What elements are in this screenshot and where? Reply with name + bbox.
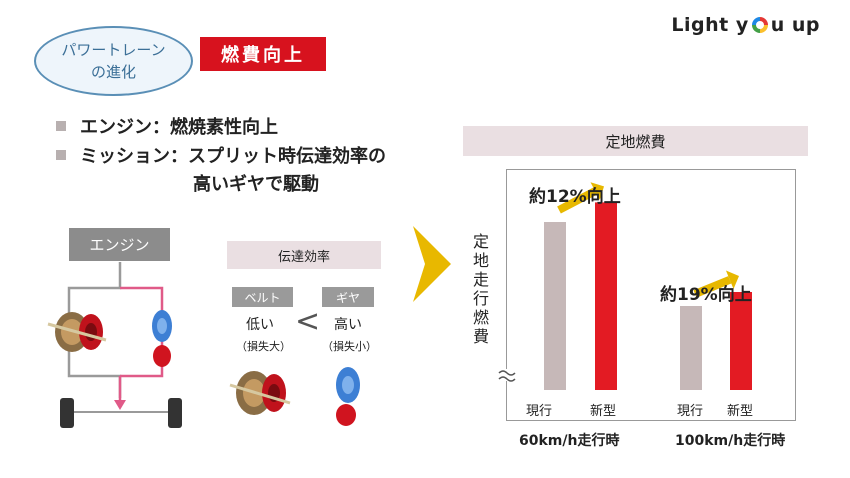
component-images [229, 367, 360, 426]
logo-text-1: Light y [671, 14, 749, 36]
bar-new-60 [595, 202, 617, 390]
engine-box: エンジン [69, 228, 170, 261]
bar-label-new-60: 新型 [590, 404, 617, 419]
belt-loss: （損失大） [236, 340, 291, 353]
chart-plot [544, 182, 752, 390]
category-100: 100km/h走行時 [675, 433, 786, 449]
bullet-engine-text: エンジン：燃焼素性向上 [80, 117, 278, 138]
gear-tag: ギヤ [322, 287, 374, 307]
chart-y-label: 定地走行燃費 [472, 232, 489, 346]
chart-frame [506, 169, 796, 421]
bullet-square-icon [56, 121, 66, 131]
gear-image [336, 367, 360, 426]
logo-text-2: u up [770, 14, 820, 36]
pulley-image [229, 371, 291, 415]
chart-title: 定地燃費 [463, 126, 808, 156]
bar-label-current-100: 現行 [677, 404, 704, 419]
belt-value: 低い [246, 317, 274, 333]
bullet-square-icon [56, 150, 66, 160]
belt-tag: ベルト [232, 287, 293, 307]
efficiency-header: 伝達効率 [227, 241, 381, 269]
powertrain-badge: パワートレーン の進化 [34, 26, 193, 96]
bar-label-current-60: 現行 [526, 404, 553, 419]
bar-new-100 [730, 292, 752, 390]
bullet-engine: エンジン：燃焼素性向上 [56, 113, 278, 139]
axis-break-icon [497, 369, 519, 382]
badge-line1: パワートレーン [61, 41, 166, 59]
compare-symbol: < [295, 304, 321, 339]
annotation-60: 約12%向上 [529, 187, 621, 207]
gear-loss: （損失小） [322, 340, 377, 353]
bullet-mission-text: ミッション：スプリット時伝達効率の [80, 146, 386, 167]
annotation-100: 約19%向上 [660, 285, 752, 305]
brand-logo: Light y u up [671, 14, 820, 36]
flow-arrow-icon [413, 226, 451, 302]
bar-current-60 [544, 222, 566, 390]
gear-value: 高い [334, 317, 362, 333]
drivetrain-schematic [47, 262, 182, 428]
bullet-mission-text-2: 高いギヤで駆動 [193, 174, 319, 195]
bullet-mission: ミッション：スプリット時伝達効率の [56, 142, 386, 168]
fuel-economy-tag: 燃費向上 [200, 37, 326, 71]
badge-line2: の進化 [90, 63, 136, 81]
bullet-mission-line2: 高いギヤで駆動 [193, 170, 319, 196]
logo-ring-icon [751, 17, 768, 33]
bar-current-100 [680, 306, 702, 390]
improvement-arrow-icon [693, 270, 739, 298]
category-60: 60km/h走行時 [519, 433, 620, 449]
improvement-arrow-icon [557, 182, 604, 214]
bar-label-new-100: 新型 [727, 404, 754, 419]
